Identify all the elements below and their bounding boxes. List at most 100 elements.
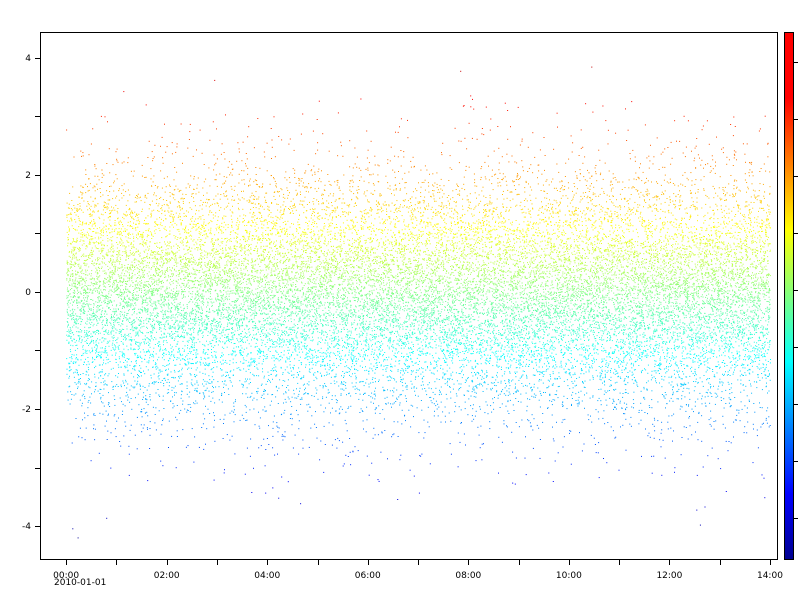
point	[93, 318, 95, 320]
point	[109, 277, 111, 279]
point	[168, 354, 170, 355]
point	[217, 284, 219, 286]
point	[123, 161, 125, 163]
point	[132, 213, 134, 214]
point	[168, 420, 170, 422]
point	[101, 324, 103, 326]
point	[84, 330, 86, 332]
point	[222, 317, 224, 319]
point	[180, 257, 181, 258]
point	[83, 289, 85, 291]
point	[127, 162, 129, 164]
point	[169, 363, 170, 365]
point	[184, 323, 186, 325]
point	[202, 309, 203, 311]
point	[121, 292, 123, 294]
point	[164, 226, 166, 228]
point	[141, 279, 142, 281]
point	[164, 262, 166, 264]
point	[181, 242, 183, 244]
point	[114, 287, 116, 289]
point	[171, 389, 173, 391]
point	[207, 335, 209, 336]
point	[133, 327, 135, 329]
point	[157, 224, 158, 226]
point	[204, 241, 206, 243]
point	[195, 296, 197, 298]
point	[158, 271, 160, 273]
point	[151, 326, 153, 328]
point	[166, 316, 167, 318]
point	[90, 289, 92, 291]
point	[185, 216, 187, 217]
point	[164, 349, 166, 351]
point	[152, 291, 153, 293]
point	[146, 342, 147, 344]
point	[72, 250, 74, 252]
point	[188, 260, 189, 262]
point	[167, 320, 169, 322]
point	[120, 267, 122, 269]
point	[122, 342, 124, 344]
point	[86, 323, 88, 325]
point	[154, 414, 156, 415]
point	[95, 317, 97, 319]
point	[184, 336, 186, 338]
point	[159, 281, 161, 283]
point	[103, 388, 105, 390]
point	[134, 227, 136, 229]
point	[84, 263, 86, 265]
point	[96, 346, 98, 348]
point	[168, 296, 170, 298]
point	[155, 353, 157, 355]
point	[213, 479, 215, 481]
point	[126, 391, 128, 393]
point	[165, 229, 167, 231]
point	[148, 332, 149, 334]
point	[128, 233, 130, 235]
point	[224, 341, 226, 343]
point	[123, 183, 125, 185]
point	[189, 293, 191, 295]
point	[73, 285, 75, 287]
point	[152, 292, 154, 294]
point	[107, 207, 109, 209]
point	[164, 296, 166, 298]
point	[147, 223, 149, 225]
point	[82, 187, 84, 188]
point	[106, 384, 108, 386]
point	[150, 313, 152, 315]
point	[224, 380, 226, 382]
point	[159, 304, 161, 306]
point	[200, 254, 202, 256]
point	[186, 305, 188, 307]
point	[133, 339, 135, 341]
point	[105, 363, 107, 365]
point	[214, 265, 216, 267]
point	[200, 262, 202, 263]
point	[212, 397, 214, 399]
point	[193, 281, 195, 283]
point	[104, 352, 106, 354]
point	[85, 245, 87, 247]
point	[99, 355, 101, 357]
point	[90, 402, 92, 404]
point	[116, 285, 118, 287]
point	[190, 337, 192, 339]
point	[112, 283, 114, 285]
point	[179, 273, 180, 275]
point	[194, 260, 196, 262]
point	[195, 294, 197, 296]
point	[73, 264, 75, 266]
point	[164, 333, 166, 335]
point	[182, 429, 184, 431]
point	[124, 405, 126, 407]
point	[176, 143, 178, 145]
point	[101, 316, 103, 318]
point	[99, 308, 101, 310]
point	[88, 178, 90, 179]
point	[113, 266, 115, 268]
point	[93, 283, 95, 284]
point	[209, 261, 211, 263]
point	[171, 273, 172, 275]
